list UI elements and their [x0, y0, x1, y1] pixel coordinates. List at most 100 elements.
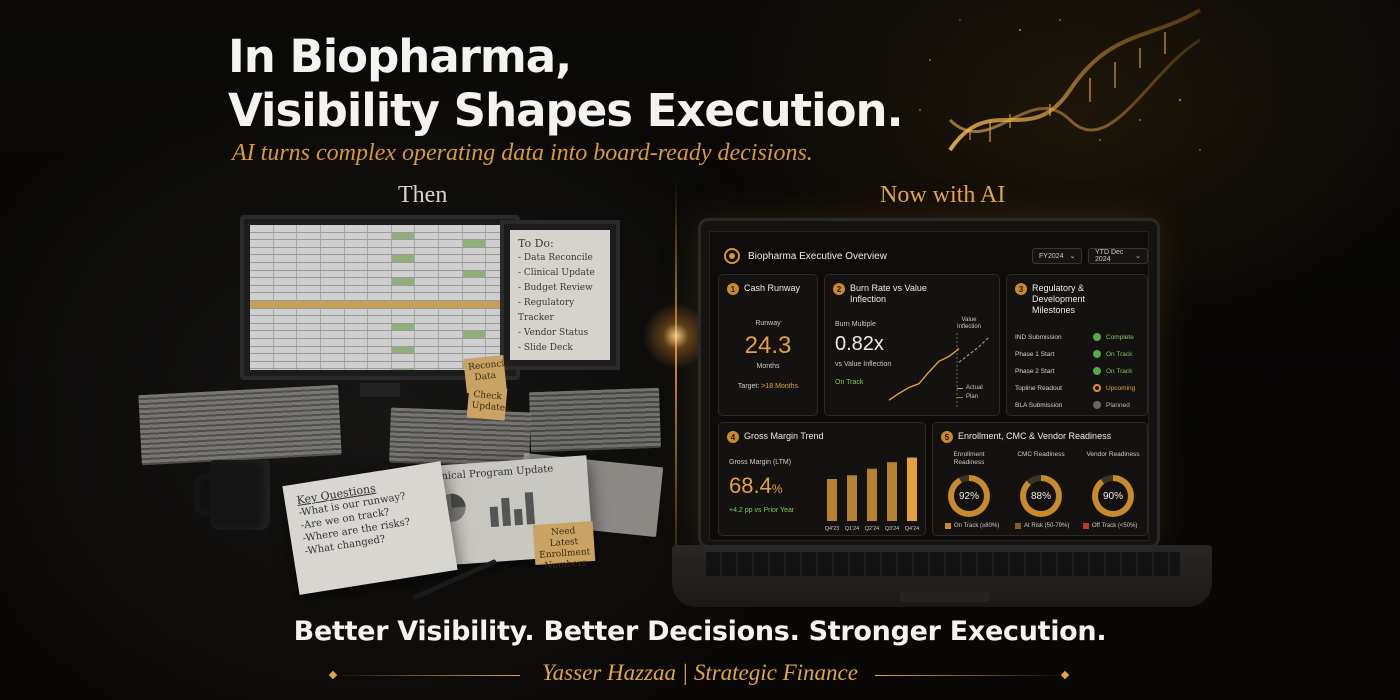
signature-rule-left	[330, 675, 520, 676]
card-title: Gross Margin Trend	[744, 431, 824, 441]
burn-multiple-label: Burn Multiple	[835, 321, 876, 328]
margin-delta: +4.2 pp vs Prior Year	[729, 507, 795, 514]
todo-item: - Regulatory Tracker	[518, 298, 575, 323]
trackpad	[900, 592, 990, 602]
headline: In Biopharma, Visibility Shapes Executio…	[228, 30, 904, 138]
milestone-row[interactable]: Topline Readout Upcoming	[1015, 384, 1143, 392]
card-title: Cash Runway	[744, 283, 801, 293]
margin-bar	[907, 457, 917, 521]
spreadsheet-row	[250, 323, 510, 332]
margin-tick-label: Q1'24	[845, 526, 860, 532]
milestone-label: Phase 1 Start	[1015, 350, 1055, 358]
card-number-badge: 3	[1015, 283, 1027, 295]
runway-label: Runway	[755, 320, 781, 327]
spreadsheet-row	[250, 270, 510, 279]
margin-label: Gross Margin (LTM)	[729, 459, 792, 466]
milestone-label: Phase 2 Start	[1015, 367, 1055, 375]
spreadsheet-row	[250, 255, 510, 263]
spreadsheet-row	[250, 225, 510, 233]
cash-runway-card[interactable]: 1 Cash Runway Runway 24.3 Months Target:…	[718, 274, 818, 416]
spreadsheet-row	[250, 232, 510, 241]
burn-status: On Track	[835, 379, 864, 386]
margin-bar	[827, 479, 837, 521]
milestone-row[interactable]: Phase 2 Start On Track	[1015, 367, 1143, 375]
signature: Yasser Hazzaa | Strategic Finance	[542, 660, 858, 685]
margin-bar	[887, 462, 897, 521]
milestone-status: On Track	[1106, 367, 1133, 375]
milestone-label: Topline Readout	[1015, 384, 1062, 392]
readiness-value: 92%	[958, 490, 979, 502]
readiness-label: CMC Readiness	[1017, 451, 1065, 458]
milestone-status: Upcoming	[1106, 384, 1136, 392]
fiscal-year-select[interactable]: FY2024 ⌄	[1032, 248, 1082, 264]
margin-bar	[867, 468, 877, 521]
gross-margin-card[interactable]: 4 Gross Margin Trend Gross Margin (LTM) …	[718, 422, 926, 536]
burn-multiple-value: 0.82x	[835, 333, 884, 355]
readiness-value: 88%	[1030, 490, 1051, 502]
check-circle-icon	[1093, 333, 1101, 341]
todo-item: - Vendor Status	[518, 328, 589, 338]
spreadsheet-row	[250, 338, 510, 347]
milestones-card[interactable]: 3 Regulatory & Development Milestones IN…	[1006, 274, 1148, 416]
now-label: Now with AI	[880, 182, 1006, 208]
spreadsheet-row	[250, 278, 510, 286]
readiness-value: 90%	[1102, 490, 1123, 502]
readiness-gauge: 90%	[1092, 475, 1134, 517]
card-number-badge: 1	[727, 283, 739, 295]
gross-margin-bar-chart: Q4'23 Q1'24 Q2'24 Q3'24 Q4'24	[825, 457, 919, 532]
sticky-note-enrollment: Need Latest Enrollment Numbers	[532, 520, 596, 571]
milestone-row[interactable]: Phase 1 Start On Track	[1015, 350, 1143, 358]
milestone-row[interactable]: IND Submission Complete	[1015, 333, 1143, 341]
spreadsheet-monitor	[240, 215, 520, 380]
molecule-logo-icon	[724, 248, 740, 264]
dashboard-header: Biopharma Executive Overview	[724, 248, 887, 264]
margin-tick-label: Q2'24	[865, 526, 880, 532]
card-number-badge: 4	[727, 431, 739, 443]
todo-item: - Clinical Update	[518, 268, 595, 278]
readiness-card[interactable]: 5 Enrollment, CMC & Vendor Readiness Enr…	[932, 422, 1148, 536]
spreadsheet-row	[250, 316, 510, 324]
spreadsheet-row	[250, 293, 510, 301]
headline-line-2: Visibility Shapes Execution.	[228, 84, 904, 137]
runway-target-value: >18 Months	[761, 383, 799, 390]
milestone-status: On Track	[1106, 350, 1133, 358]
spreadsheet-row	[250, 300, 510, 309]
spreadsheet-row	[250, 308, 510, 317]
keyboard	[706, 552, 1180, 576]
check-circle-icon	[1093, 350, 1101, 358]
todo-monitor: To Do: - Data Reconcile - Clinical Updat…	[500, 220, 620, 370]
milestone-label: IND Submission	[1015, 333, 1062, 341]
spreadsheet-row	[250, 346, 510, 355]
period-select[interactable]: YTD Dec 2024 ⌄	[1088, 248, 1148, 264]
tagline: Better Visibility. Better Decisions. Str…	[293, 616, 1107, 647]
spreadsheet-row	[250, 240, 510, 248]
subheadline: AI turns complex operating data into boa…	[232, 140, 813, 166]
burn-line-chart	[888, 333, 990, 408]
legend-on-track: On Track (≥80%)	[945, 523, 999, 529]
pending-circle-icon	[1093, 401, 1101, 409]
clock-circle-icon	[1093, 384, 1101, 392]
monitor-stand	[360, 383, 400, 397]
margin-tick-label: Q3'24	[885, 526, 900, 532]
spreadsheet-screen	[250, 225, 510, 370]
spreadsheet-row	[250, 247, 510, 256]
paper-stack	[389, 407, 531, 468]
readiness-label: Enrollment Readiness	[953, 451, 985, 466]
todo-item: - Budget Review	[518, 283, 593, 293]
legend-actual: Actual	[957, 385, 983, 391]
spreadsheet-row	[250, 331, 510, 339]
readiness-gauge: 92%	[948, 475, 990, 517]
milestone-status: Planned	[1106, 401, 1130, 409]
margin-value: 68.4%	[729, 473, 783, 498]
burn-sub-label: vs Value Inflection	[835, 361, 892, 368]
legend-at-risk: At Risk (50-79%)	[1015, 523, 1069, 529]
card-number-badge: 5	[941, 431, 953, 443]
runway-value: 24.3	[744, 332, 792, 359]
burn-rate-card[interactable]: 2 Burn Rate vs Value Inflection Burn Mul…	[824, 274, 1000, 416]
headline-line-1: In Biopharma,	[228, 30, 572, 83]
signature-rule-right	[875, 675, 1065, 676]
chevron-down-icon: ⌄	[1135, 253, 1141, 260]
sticky-note-check: Check Updates	[466, 385, 510, 421]
milestone-row[interactable]: BLA Submission Planned	[1015, 401, 1143, 409]
paper-stack	[528, 387, 662, 453]
